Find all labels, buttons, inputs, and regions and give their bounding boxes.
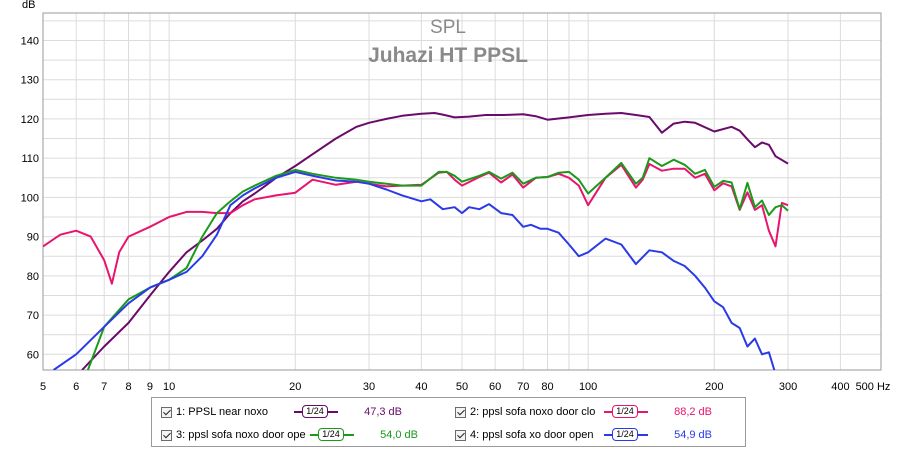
y-axis-label: dB: [22, 0, 35, 11]
series-line-4: [53, 170, 776, 370]
x-tick-label: 8: [125, 381, 131, 393]
smoothing-button[interactable]: 1/24: [294, 404, 338, 420]
x-tick-label: 9: [147, 381, 153, 393]
chart-title: SPL: [430, 17, 466, 38]
smoothing-button[interactable]: 1/24: [310, 427, 354, 443]
series-group: [43, 112, 789, 370]
y-tick-label: 130: [21, 75, 39, 87]
x-tick-label: 5: [40, 381, 46, 393]
x-tick-label: 70: [517, 381, 529, 393]
legend-level: 88,2 dB: [674, 406, 712, 418]
legend-checkbox[interactable]: [161, 406, 172, 418]
x-tick-label: 30: [363, 381, 375, 393]
x-tick-label: 40: [415, 381, 427, 393]
legend-checkbox[interactable]: [161, 429, 172, 441]
y-tick-label: 110: [21, 153, 39, 165]
smoothing-label: 1/24: [318, 428, 344, 441]
legend-entry-1: 1: PPSL near noxo 1/24 47,3 dB: [161, 404, 402, 420]
x-tick-label: 60: [489, 381, 501, 393]
x-tick-label: 300: [779, 381, 797, 393]
x-tick-label: 10: [163, 381, 175, 393]
legend-entry-4: 4: ppsl sofa xo door open 1/24 54,9 dB: [455, 427, 712, 443]
x-tick-label: 20: [289, 381, 301, 393]
chart-subtitle: Juhazi HT PPSL: [368, 44, 528, 67]
legend-entry-3: 3: ppsl sofa noxo door ope 1/24 54,0 dB: [161, 427, 418, 443]
series-line-1: [81, 112, 789, 370]
legend-label: 3: ppsl sofa noxo door ope: [176, 429, 306, 441]
y-tick-label: 140: [21, 35, 39, 47]
y-tick-label: 100: [21, 192, 39, 204]
x-tick-label: 500 Hz: [856, 381, 891, 393]
legend: 1: PPSL near noxo 1/24 47,3 dB 2: ppsl s…: [151, 397, 746, 447]
plot-frame: [42, 12, 882, 371]
legend-level: 54,0 dB: [380, 429, 418, 441]
y-tick-label: 90: [27, 232, 39, 244]
legend-label: 4: ppsl sofa xo door open: [470, 429, 594, 441]
legend-entry-2: 2: ppsl sofa noxo door clo 1/24 88,2 dB: [455, 404, 712, 420]
legend-label: 1: PPSL near noxo: [176, 406, 268, 418]
legend-level: 47,3 dB: [364, 406, 402, 418]
y-tick-label: 120: [21, 114, 39, 126]
x-tick-label: 400: [831, 381, 849, 393]
y-tick-label: 70: [27, 310, 39, 322]
x-tick-label: 50: [456, 381, 468, 393]
series-line-2: [43, 163, 789, 285]
chart-area: 60 70 80 90 100 110 120 130 140 5 6 7 8 9 10 20 30 40 50 60…: [21, 0, 891, 393]
legend-level: 54,9 dB: [674, 429, 712, 441]
x-tick-label: 200: [705, 381, 723, 393]
smoothing-label: 1/24: [612, 405, 638, 418]
axis-ticks: 60 70 80 90 100 110 120 130 140 5 6 7 8 9 10 20 30 40 50 60…: [21, 35, 891, 393]
smoothing-label: 1/24: [302, 405, 328, 418]
smoothing-button[interactable]: 1/24: [604, 404, 648, 420]
series-line-3: [86, 157, 789, 370]
legend-label: 2: ppsl sofa noxo door clo: [470, 406, 596, 418]
x-tick-label: 7: [101, 381, 107, 393]
legend-checkbox[interactable]: [455, 429, 466, 441]
smoothing-button[interactable]: 1/24: [604, 427, 648, 443]
y-tick-label: 80: [27, 271, 39, 283]
x-tick-label: 6: [73, 381, 79, 393]
grid: [43, 13, 881, 370]
x-tick-label: 100: [579, 381, 597, 393]
legend-checkbox[interactable]: [455, 406, 466, 418]
y-tick-label: 60: [27, 349, 39, 361]
x-tick-label: 80: [541, 381, 553, 393]
smoothing-label: 1/24: [612, 428, 638, 441]
